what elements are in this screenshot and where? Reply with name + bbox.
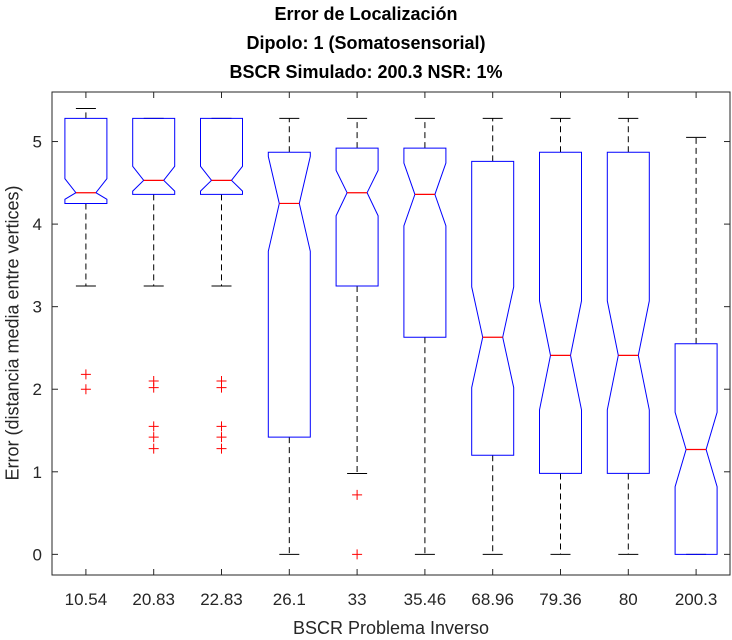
notched-box	[132, 117, 176, 195]
x-tick-label: 68.96	[471, 590, 514, 609]
notched-box	[674, 343, 718, 555]
outlier-marker	[216, 432, 227, 443]
box-group	[64, 108, 108, 395]
outlier-marker	[216, 421, 227, 432]
outlier-marker	[216, 382, 227, 393]
x-axis-label: BSCR Problema Inverso	[292, 618, 490, 638]
box-group	[471, 117, 515, 555]
x-tick-label: 33	[348, 590, 367, 609]
box-group	[132, 117, 176, 454]
box-group	[539, 117, 582, 555]
outlier-marker	[216, 443, 227, 454]
x-tick-label: 26.1	[273, 590, 306, 609]
notched-box	[267, 151, 311, 438]
box-group	[335, 117, 379, 560]
x-tick-label: 200.3	[675, 590, 718, 609]
plot-area	[51, 91, 731, 576]
x-tick-label: 35.46	[404, 590, 447, 609]
outlier-marker	[80, 384, 91, 395]
box-group	[267, 117, 311, 555]
y-tick-label: 3	[33, 298, 42, 317]
box-group	[606, 117, 650, 555]
x-tick-label: 10.54	[65, 590, 108, 609]
x-tick-label: 22.83	[200, 590, 243, 609]
y-tick-label: 1	[33, 463, 42, 482]
notched-box	[64, 117, 108, 204]
notched-box	[539, 151, 582, 474]
outlier-marker	[352, 489, 363, 500]
y-tick-label: 5	[33, 133, 42, 152]
outlier-marker	[148, 432, 159, 443]
outlier-marker	[80, 369, 91, 380]
x-tick-label: 79.36	[539, 590, 582, 609]
chart-title-line-2: Dipolo: 1 (Somatosensorial)	[246, 33, 486, 53]
outlier-marker	[148, 421, 159, 432]
notched-box	[335, 147, 379, 287]
y-axis-label: Error (distancia media entre vertices)	[2, 185, 23, 481]
notched-box	[403, 147, 447, 338]
y-tick-label: 2	[33, 380, 42, 399]
x-tick-label: 80	[619, 590, 638, 609]
box-group	[674, 136, 718, 555]
chart-title-line-1: Error de Localización	[274, 4, 458, 24]
outlier-marker	[148, 382, 159, 393]
outlier-marker	[352, 549, 363, 560]
x-tick-label: 20.83	[132, 590, 175, 609]
outlier-marker	[148, 443, 159, 454]
notched-box	[200, 117, 243, 195]
y-tick-label: 0	[33, 545, 42, 564]
notched-box	[606, 151, 650, 474]
box-group	[403, 117, 447, 555]
y-tick-label: 4	[33, 215, 42, 234]
box-group	[200, 117, 243, 454]
notched-box	[471, 160, 515, 456]
chart-title-line-3: BSCR Simulado: 200.3 NSR: 1%	[229, 62, 503, 82]
